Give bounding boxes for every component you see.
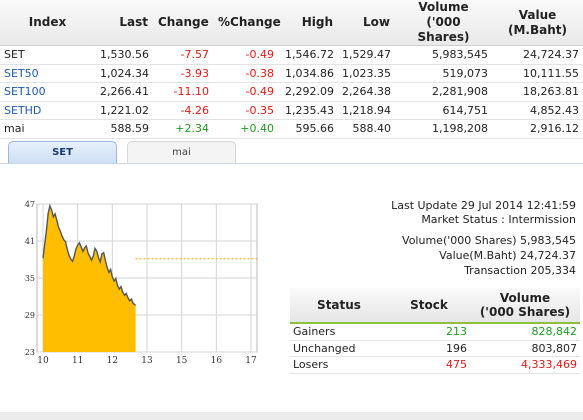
index-tabs: SET mai [8,141,583,163]
market-status-text: Market Status : Intermission [421,213,576,226]
index-cell-low: 588.40 [338,119,395,139]
col-header-stock: Stock [388,288,470,324]
status-row-losers: Losers 475 4,333,469 [290,356,580,374]
index-cell-change: -11.10 [153,82,213,102]
price-area [43,205,136,352]
index-cell-high: 595.66 [278,119,338,139]
index-cell-low: 1,023.35 [338,64,395,83]
index-cell-name[interactable]: SETHD [0,101,95,120]
index-cell-last: 588.59 [95,119,153,139]
index-row-mai: mai 588.59 +2.34 +0.40 595.66 588.40 1,198,208… [0,119,583,139]
col-header-last: Last [95,0,153,46]
x-tick-label: 17 [245,356,257,366]
status-cell-label: Losers [290,356,388,374]
status-cell-stock: 475 [388,356,470,374]
index-cell-volume: 519,073 [395,64,492,83]
index-cell-pct: -0.49 [213,82,278,102]
index-cell-name[interactable]: SET50 [0,64,95,83]
index-cell-value: 24,724.37 [492,45,583,65]
index-cell-last: 2,266.41 [95,82,153,102]
index-cell-name: SET [0,45,95,65]
index-cell-value: 10,111.55 [492,64,583,83]
x-tick-label: 11 [72,356,83,366]
index-row-set100[interactable]: SET100 2,266.41 -11.10 -0.49 2,292.09 2,264.3… [0,82,583,102]
index-row-sethd[interactable]: SETHD 1,221.02 -4.26 -0.35 1,235.43 1,218.94 6… [0,101,583,120]
x-tick-label: 13 [141,356,153,366]
status-cell-volume: 828,842 [470,322,580,341]
y-tick-label: 1535 [24,274,35,283]
index-cell-value: 4,852.43 [492,101,583,120]
index-cell-value: 18,263.81 [492,82,583,102]
index-cell-pct: -0.35 [213,101,278,120]
x-tick-label: 15 [176,356,188,366]
index-cell-low: 2,264.38 [338,82,395,102]
index-cell-volume: 5,983,545 [395,45,492,65]
index-cell-name[interactable]: SET100 [0,82,95,102]
col-header-volume: Volume ('000 Shares) [395,0,492,46]
index-cell-last: 1,530.56 [95,45,153,65]
status-cell-stock: 196 [388,340,470,357]
col-header-low: Low [338,0,395,46]
footer-strip [0,412,583,420]
intraday-chart-svg: 10 11 12 13 15 16 17 1523 1529 1535 1541 1547 [24,200,258,366]
market-volume-text: Volume('000 Shares) 5,983,545 [402,234,576,247]
index-cell-volume: 2,281,908 [395,82,492,102]
index-cell-last: 1,024.34 [95,64,153,83]
index-cell-high: 2,292.09 [278,82,338,102]
index-cell-volume: 1,198,208 [395,119,492,139]
tab-mai[interactable]: mai [127,141,236,163]
status-cell-label: Gainers [290,322,388,341]
index-cell-name: mai [0,119,95,139]
status-row-gainers: Gainers 213 828,842 [290,322,580,341]
tab-divider [0,163,583,164]
x-tick-label: 16 [211,356,223,366]
col-header-index: Index [0,0,95,46]
col-header-change: Change [153,0,213,46]
index-cell-last: 1,221.02 [95,101,153,120]
intraday-chart: 10 11 12 13 15 16 17 1523 1529 1535 1541 1547 [24,196,270,368]
index-cell-high: 1,235.43 [278,101,338,120]
col-header-status: Status [290,288,388,324]
market-value-text: Value(M.Baht) 24,724.37 [439,249,576,262]
status-table-header: Status Stock Volume ('000 Shares) [290,288,580,324]
status-row-unchanged: Unchanged 196 803,807 [290,340,580,357]
tab-set[interactable]: SET [8,141,117,163]
index-cell-value: 2,916.12 [492,119,583,139]
index-table-header: Index Last Change %Change High Low Volum… [0,0,583,46]
index-cell-volume: 614,751 [395,101,492,120]
y-tick-label: 1523 [24,348,35,357]
index-cell-change: +2.34 [153,119,213,139]
index-cell-high: 1,034.86 [278,64,338,83]
status-cell-label: Unchanged [290,340,388,357]
x-tick-label: 12 [107,356,118,366]
index-row-set: SET 1,530.56 -7.57 -0.49 1,546.72 1,529.47 5,9… [0,45,583,65]
y-tick-label: 1547 [24,200,35,209]
price-line [42,203,137,306]
y-tick-label: 1541 [24,237,35,246]
index-cell-low: 1,529.47 [338,45,395,65]
status-cell-volume: 803,807 [470,340,580,357]
status-table: Status Stock Volume ('000 Shares) Gainer… [290,288,580,374]
col-header-high: High [278,0,338,46]
y-tick-label: 1529 [24,311,35,320]
index-table: Index Last Change %Change High Low Volum… [0,0,583,139]
col-header-status-volume: Volume ('000 Shares) [470,288,580,324]
index-cell-pct: -0.49 [213,45,278,65]
index-cell-low: 1,218.94 [338,101,395,120]
x-tick-label: 10 [37,356,49,366]
index-cell-pct: -0.38 [213,64,278,83]
last-update-text: Last Update 29 Jul 2014 12:41:59 [391,199,576,212]
status-cell-volume: 4,333,469 [470,356,580,374]
transaction-text: Transaction 205,334 [464,264,576,277]
index-cell-high: 1,546.72 [278,45,338,65]
index-cell-change: -3.93 [153,64,213,83]
col-header-value: Value (M.Baht) [492,0,583,46]
index-cell-pct: +0.40 [213,119,278,139]
index-row-set50[interactable]: SET50 1,024.34 -3.93 -0.38 1,034.86 1,023.35 5… [0,64,583,83]
index-cell-change: -7.57 [153,45,213,65]
col-header-pct-change: %Change [213,0,281,46]
index-cell-change: -4.26 [153,101,213,120]
status-cell-stock: 213 [388,322,470,341]
